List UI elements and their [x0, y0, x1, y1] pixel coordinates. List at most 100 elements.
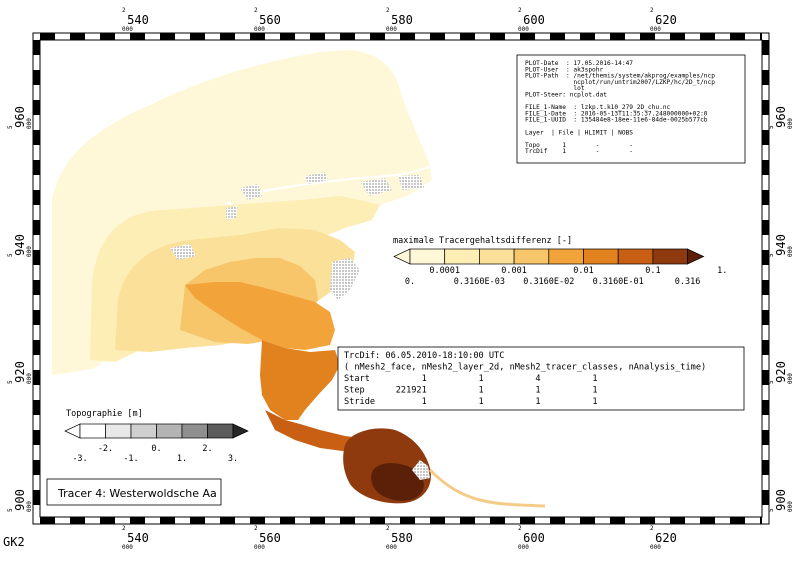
tracer-legend: maximale Tracergehaltsdifferenz [-] 0.00… [393, 236, 727, 287]
y-tick-label: 960 [774, 106, 788, 128]
topo-lower-label: -1. [123, 454, 138, 464]
x-tick-label: 600 [523, 13, 545, 27]
frame-segment-top [610, 33, 625, 40]
frame-segment-top [310, 33, 325, 40]
x-tick-suffix: 000 [386, 26, 397, 33]
time-info-lines: TrcDif: 06.05.2010-18:10:00 UTC ( nMesh2_… [344, 351, 706, 407]
frame-segment-right [762, 370, 769, 385]
x-tick-prefix: 2 [650, 525, 654, 532]
frame-segment-bottom [100, 517, 115, 524]
x-tick-prefix: 2 [254, 525, 258, 532]
y-tick-prefix: 5 [7, 125, 14, 129]
y-tick-suffix: 000 [26, 501, 33, 512]
frame-segment-top [220, 33, 235, 40]
frame-segment-bottom [580, 517, 595, 524]
frame-segment-left [33, 40, 40, 55]
x-tick-label: 620 [655, 531, 677, 545]
info-line: PLOT-Path : /net/themis/system/akprog/ex… [525, 73, 715, 80]
frame-segment-top [370, 33, 385, 40]
topo-bar-segment [79, 423, 106, 439]
frame-segment-bottom [70, 517, 85, 524]
frame-segment-top [340, 33, 355, 40]
frame-scale-bar [33, 33, 769, 524]
frame-segment-top [70, 33, 85, 40]
topo-color-bar [64, 423, 249, 439]
frame-segment-bottom [490, 517, 505, 524]
frame-segment-left [33, 220, 40, 235]
frame-segment-left [33, 130, 40, 145]
tracer-bar-segment [548, 248, 584, 265]
frame-segment-right [762, 130, 769, 145]
frame-segment-bottom [520, 517, 535, 524]
x-tick-prefix: 2 [386, 7, 390, 14]
x-tick-prefix: 2 [650, 7, 654, 14]
y-tick-suffix: 000 [787, 501, 794, 512]
info-line: PLOT-User : ak3spohr [525, 66, 604, 73]
frame-segment-bottom [370, 517, 385, 524]
x-tick-prefix: 2 [386, 525, 390, 532]
topo-bar-segment [207, 423, 234, 439]
x-tick-suffix: 000 [122, 26, 133, 33]
info-line: FILE_1-Date : 2016-05-13T11:35:37.248000… [525, 110, 708, 117]
y-tick-prefix: 5 [768, 508, 775, 512]
frame-segment-right [762, 100, 769, 115]
frame-segment-bottom [730, 517, 745, 524]
y-tick-right: 5 940 000 [768, 234, 794, 257]
frame-segment-top [40, 33, 55, 40]
x-tick-suffix: 000 [386, 544, 397, 551]
info-line: TrcDif 1 - - [525, 148, 633, 155]
y-tick-suffix: 000 [26, 373, 33, 384]
info-line: lot [525, 85, 585, 92]
topo-lower-label: 3. [228, 454, 238, 464]
x-tick-label: 620 [655, 13, 677, 27]
domain-ems-river [260, 340, 340, 420]
time-line: Stride 1 1 1 1 [344, 397, 598, 407]
frame-segment-left [33, 490, 40, 505]
frame-segment-top [100, 33, 115, 40]
tracer-upper-label: 1. [717, 266, 727, 276]
tracer-upper-label: 0.1 [645, 266, 660, 276]
tracer-upper-label: 0.01 [573, 266, 593, 276]
topo-legend-upper-labels: -2. 0. 2. [98, 444, 213, 454]
frame-segment-right [762, 490, 769, 505]
topo-legend-title: Topographie [m] [66, 409, 143, 419]
topo-legend-lower-labels: -3. -1. 1. 3. [72, 454, 238, 464]
tracer-upper-label: 0.001 [501, 266, 527, 276]
domain-dollard-core [371, 463, 424, 501]
tracer-lower-label: 0.3160E-01 [593, 277, 644, 287]
frame-segment-right [762, 160, 769, 175]
frame-segment-top [550, 33, 565, 40]
frame-segment-right [762, 70, 769, 85]
info-line: PLOT-Steer: ncplot.dat [525, 92, 607, 99]
topo-bar-segment [130, 423, 157, 439]
frame-segment-bottom [220, 517, 235, 524]
tracer-label: Tracer 4: Westerwoldsche Aa [57, 487, 217, 500]
tracer-legend-title: maximale Tracergehaltsdifferenz [-] [393, 236, 572, 246]
frame-segment-top [700, 33, 715, 40]
land-islands [170, 172, 430, 480]
frame-segment-right [762, 340, 769, 355]
topo-upper-label: 0. [151, 444, 161, 454]
topo-upper-label: -2. [98, 444, 113, 454]
frame-segment-top [640, 33, 655, 40]
frame-segment-bottom [640, 517, 655, 524]
tracer-label-box: Tracer 4: Westerwoldsche Aa [46, 478, 222, 506]
tracer-bar-segment [617, 248, 654, 265]
topo-bar-segment [156, 423, 183, 439]
tracer-bar-segment [513, 248, 550, 265]
frame-segment-right [762, 40, 769, 55]
x-tick-prefix: 2 [518, 7, 522, 14]
frame-segment-top [190, 33, 205, 40]
x-tick-suffix: 000 [254, 26, 265, 33]
tracer-legend-upper-labels: 0.0001 0.001 0.01 0.1 1. [429, 266, 727, 276]
time-line: ( nMesh2_face, nMesh2_layer_2d, nMesh2_t… [344, 363, 706, 373]
tracer-bar-segment [409, 248, 446, 265]
frame-segment-bottom [610, 517, 625, 524]
x-tick-suffix: 000 [518, 26, 529, 33]
frame-segment-bottom [190, 517, 205, 524]
topo-upper-label: 2. [202, 444, 212, 454]
